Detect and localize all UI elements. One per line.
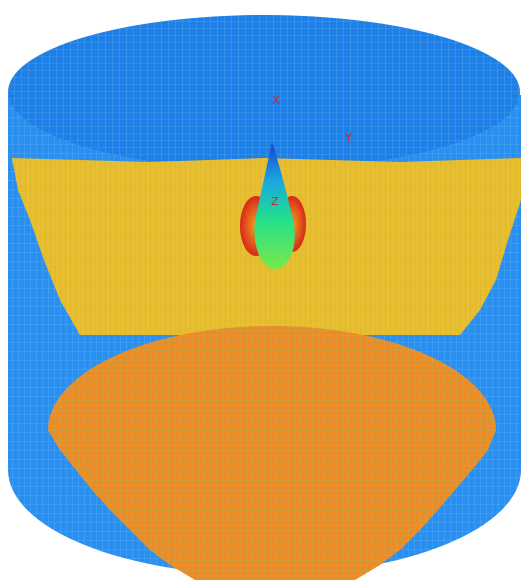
- cylinder-top: [8, 15, 520, 169]
- axis-label: X: [272, 94, 280, 107]
- axis-label: Y: [344, 131, 352, 144]
- page: X Y Z (() => { const data = JSON.parse(d…: [0, 0, 529, 585]
- axis-label: Z: [271, 195, 279, 208]
- cfd-render: X Y Z: [0, 0, 529, 585]
